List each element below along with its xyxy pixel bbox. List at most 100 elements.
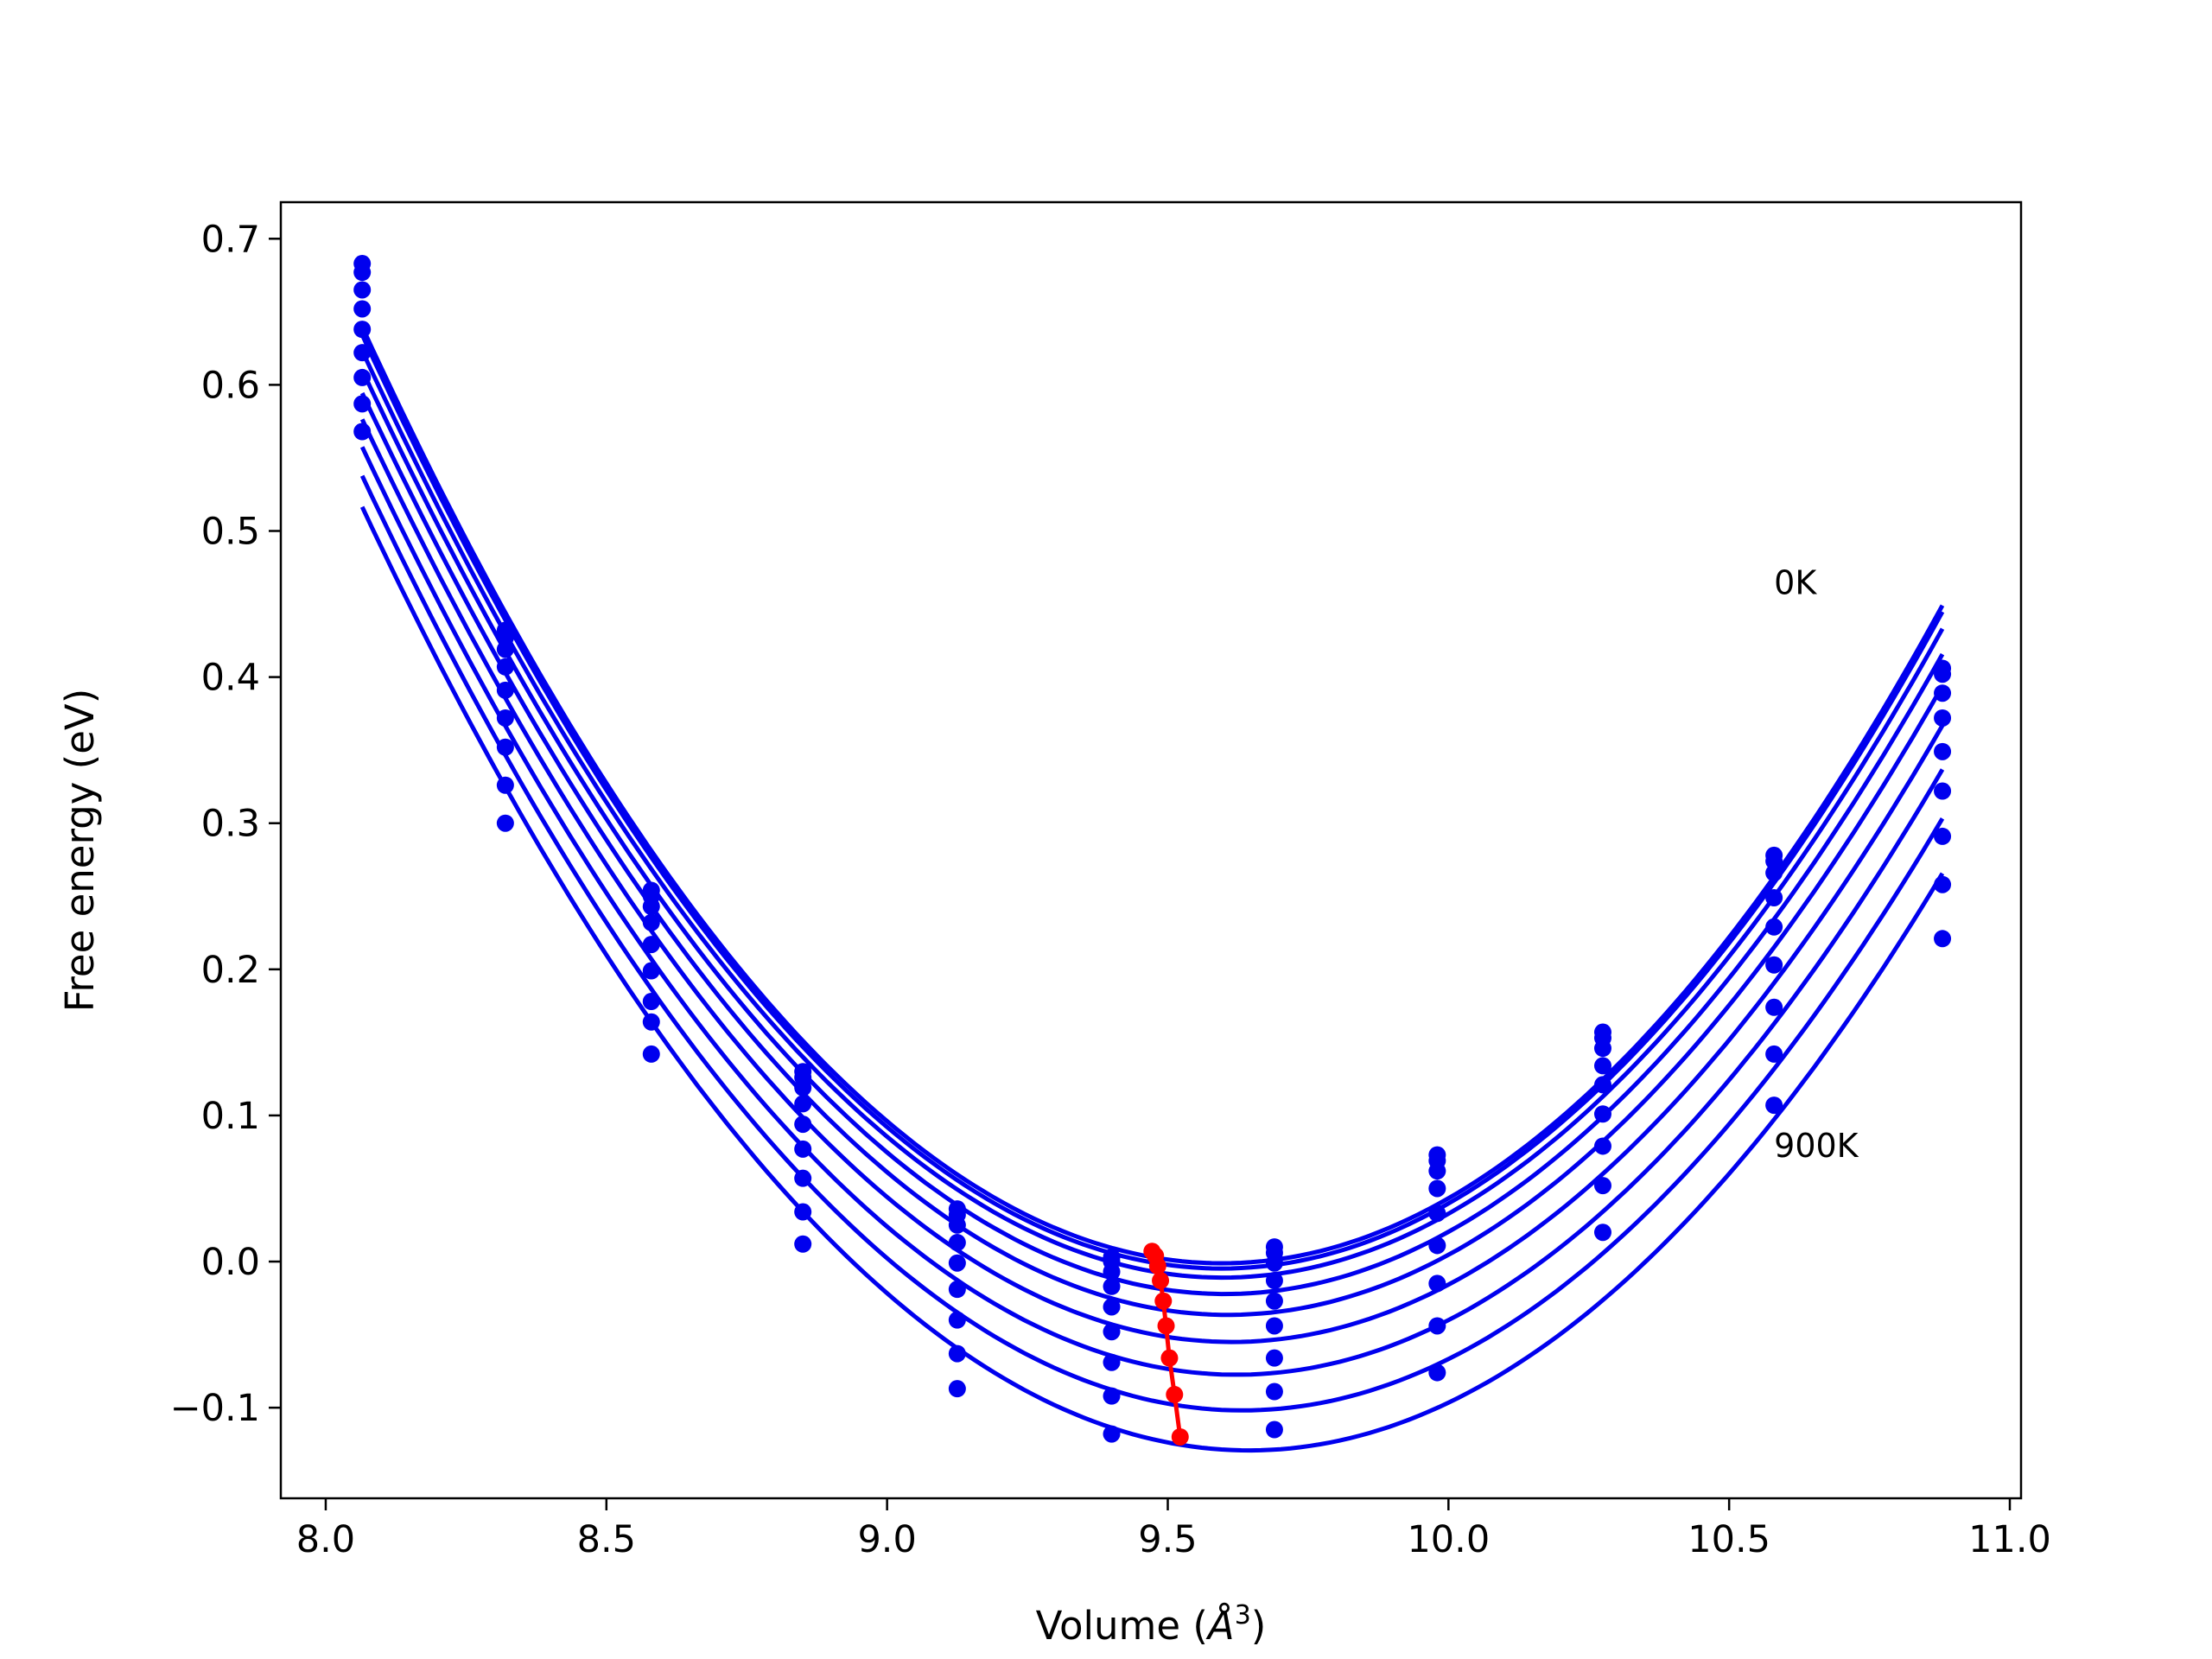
data-point — [1934, 827, 1952, 845]
data-point — [794, 1140, 812, 1158]
data-point — [1103, 1323, 1121, 1341]
data-point — [1428, 1363, 1446, 1382]
data-point — [948, 1344, 966, 1363]
data-point — [353, 423, 372, 441]
minima-trace — [1143, 1243, 1189, 1446]
data-point — [1765, 864, 1783, 882]
data-point — [1265, 1349, 1283, 1367]
data-point — [948, 1234, 966, 1252]
fit-curve-5 — [359, 418, 1945, 1344]
x-tick-label: 10.0 — [1407, 1518, 1490, 1561]
data-point — [1103, 1298, 1121, 1316]
data-point — [948, 1254, 966, 1272]
data-point — [1934, 875, 1952, 893]
data-point — [794, 1235, 812, 1253]
sample-points — [353, 255, 1952, 1443]
data-point — [1265, 1254, 1283, 1272]
x-axis-title: Volume (Å3) — [1036, 1600, 1267, 1649]
x-tick-label: 9.0 — [857, 1518, 916, 1561]
data-point — [1103, 1277, 1121, 1295]
fit-curve-7 — [359, 474, 1945, 1413]
data-point — [496, 776, 514, 794]
minimum-point — [1171, 1427, 1189, 1446]
data-point — [794, 1078, 812, 1096]
data-point — [1265, 1292, 1283, 1310]
data-point — [353, 264, 372, 282]
data-point — [1765, 918, 1783, 936]
data-point — [642, 993, 660, 1011]
y-axis-ticks: −0.1 0.0 0.1 0.2 0.3 0.4 0.5 0.6 0.7 — [170, 218, 281, 1430]
data-point — [353, 281, 372, 299]
data-point — [948, 1281, 966, 1299]
data-point — [353, 300, 372, 318]
data-point — [794, 1169, 812, 1187]
y-tick-label: 0.6 — [201, 364, 260, 407]
data-point — [1765, 1045, 1783, 1063]
plot-frame — [279, 200, 2023, 1500]
data-point — [1593, 1177, 1611, 1195]
x-tick-label: 8.5 — [577, 1518, 636, 1561]
data-point — [496, 709, 514, 727]
y-tick-label: 0.4 — [201, 657, 260, 700]
data-point — [1103, 1387, 1121, 1405]
y-tick-label: 0.0 — [201, 1241, 260, 1284]
data-point — [496, 814, 514, 832]
fit-curve-8 — [359, 505, 1945, 1453]
data-point — [1593, 1076, 1611, 1094]
data-point — [948, 1216, 966, 1234]
data-point — [1428, 1236, 1446, 1255]
data-point — [1934, 930, 1952, 948]
temperature-label-1: 900K — [1774, 1127, 1859, 1165]
x-axis-ticks: 8.0 8.5 9.0 9.5 10.0 10.5 11.0 — [296, 1498, 2051, 1561]
data-point — [1593, 1224, 1611, 1242]
data-point — [1934, 709, 1952, 727]
x-tick-label: 8.0 — [296, 1518, 355, 1561]
data-point — [1103, 1353, 1121, 1371]
data-point — [1428, 1274, 1446, 1293]
data-point — [642, 1045, 660, 1063]
data-point — [1765, 888, 1783, 906]
minimum-point — [1166, 1385, 1184, 1403]
data-point — [1103, 1262, 1121, 1281]
data-point — [353, 368, 372, 386]
data-point — [948, 1311, 966, 1329]
data-point — [353, 344, 372, 362]
minimum-point — [1152, 1272, 1170, 1290]
x-tick-label: 11.0 — [1968, 1518, 2051, 1561]
data-point — [353, 321, 372, 339]
data-point — [794, 1116, 812, 1134]
data-point — [1428, 1179, 1446, 1198]
data-point — [642, 913, 660, 931]
minimum-point — [1154, 1292, 1173, 1310]
y-tick-label: 0.5 — [201, 510, 260, 553]
data-point — [1593, 1039, 1611, 1058]
fit-curve-6 — [359, 446, 1945, 1377]
minimum-point — [1160, 1349, 1179, 1367]
data-point — [496, 658, 514, 676]
data-point — [1103, 1425, 1121, 1443]
data-point — [1428, 1317, 1446, 1335]
data-point — [496, 738, 514, 756]
data-point — [353, 395, 372, 413]
minimum-point — [1157, 1317, 1175, 1335]
data-point — [1593, 1057, 1611, 1075]
temperature-label-0: 0K — [1774, 564, 1817, 602]
x-tick-label: 10.5 — [1688, 1518, 1770, 1561]
fit-curve-4 — [359, 391, 1945, 1318]
data-point — [794, 1095, 812, 1113]
data-point — [1593, 1105, 1611, 1123]
data-point — [1934, 665, 1952, 683]
minimum-point — [1148, 1257, 1166, 1275]
data-point — [1428, 1162, 1446, 1180]
data-point — [1265, 1382, 1283, 1401]
data-point — [496, 681, 514, 699]
data-point — [1265, 1272, 1283, 1290]
data-point — [1765, 956, 1783, 974]
data-point — [1265, 1421, 1283, 1439]
y-tick-label: −0.1 — [170, 1387, 260, 1430]
data-point — [642, 1013, 660, 1031]
annotations: 0K 900K — [1774, 564, 1859, 1165]
x-tick-label: 9.5 — [1138, 1518, 1197, 1561]
data-point — [1765, 998, 1783, 1016]
